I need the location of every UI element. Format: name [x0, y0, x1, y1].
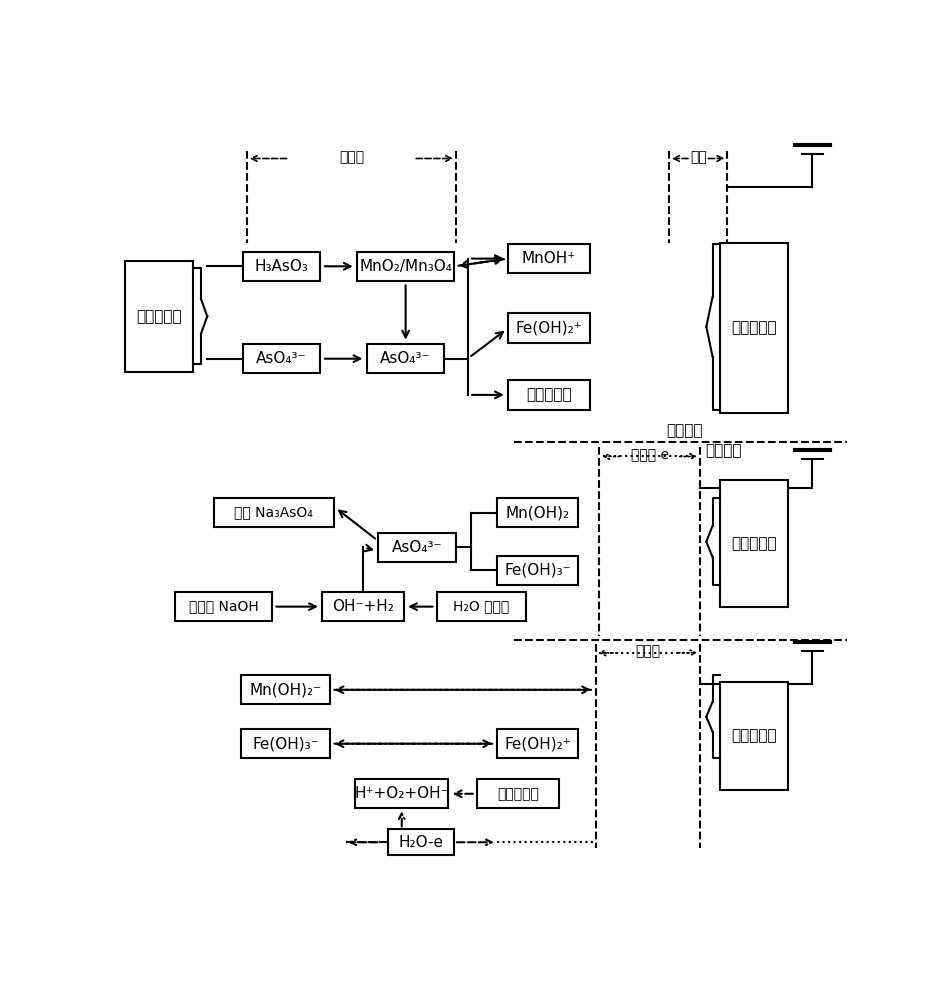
Text: H⁺+O₂+OH⁻: H⁺+O₂+OH⁻ [355, 786, 449, 801]
Text: 预充电: 预充电 [635, 644, 660, 658]
Text: Mn(OH)₂: Mn(OH)₂ [505, 505, 570, 520]
Text: 预氧化: 预氧化 [339, 150, 364, 164]
Text: H₂O-e: H₂O-e [398, 835, 443, 850]
Text: Mn(OH)₂⁻: Mn(OH)₂⁻ [249, 682, 321, 697]
FancyBboxPatch shape [243, 344, 320, 373]
Text: 碘纤维电极: 碘纤维电极 [731, 728, 777, 744]
Text: 电脱附 e: 电脱附 e [631, 448, 669, 462]
FancyBboxPatch shape [126, 261, 193, 372]
Text: 吸附阶段: 吸附阶段 [667, 424, 703, 439]
FancyBboxPatch shape [241, 675, 330, 704]
FancyBboxPatch shape [378, 533, 456, 562]
FancyBboxPatch shape [241, 729, 330, 758]
Text: 脱附阶段: 脱附阶段 [705, 443, 742, 458]
FancyBboxPatch shape [496, 556, 578, 585]
FancyBboxPatch shape [720, 480, 788, 607]
Text: AsO₄³⁻: AsO₄³⁻ [380, 351, 431, 366]
Text: 电脉冲氧化: 电脉冲氧化 [497, 787, 539, 801]
Text: 碘纤维电极: 碘纤维电极 [731, 320, 777, 335]
Text: H₂O 电解析: H₂O 电解析 [454, 600, 510, 614]
FancyBboxPatch shape [496, 498, 578, 527]
FancyBboxPatch shape [509, 380, 590, 410]
Text: Fe(OH)₃⁻: Fe(OH)₃⁻ [252, 736, 319, 751]
FancyBboxPatch shape [243, 252, 320, 281]
Text: MnOH⁺: MnOH⁺ [522, 251, 576, 266]
Text: AsO₄³⁻: AsO₄³⁻ [257, 351, 307, 366]
Text: 双电层束缚: 双电层束缚 [526, 387, 572, 402]
Text: AsO₄³⁻: AsO₄³⁻ [392, 540, 442, 555]
FancyBboxPatch shape [214, 498, 334, 527]
FancyBboxPatch shape [322, 592, 403, 621]
FancyBboxPatch shape [509, 313, 590, 343]
FancyBboxPatch shape [437, 592, 526, 621]
Text: OH⁻+H₂: OH⁻+H₂ [332, 599, 394, 614]
Text: Fe(OH)₂⁺: Fe(OH)₂⁺ [515, 320, 582, 335]
Text: 废液 Na₃AsO₄: 废液 Na₃AsO₄ [235, 506, 313, 520]
Text: 再生液 NaOH: 再生液 NaOH [188, 600, 259, 614]
Text: H₃AsO₃: H₃AsO₃ [255, 259, 308, 274]
Text: Fe(OH)₃⁻: Fe(OH)₃⁻ [504, 563, 571, 578]
FancyBboxPatch shape [356, 779, 448, 808]
FancyBboxPatch shape [509, 244, 590, 273]
Text: 含砷地下水: 含砷地下水 [136, 309, 182, 324]
Text: MnO₂/Mn₃O₄: MnO₂/Mn₃O₄ [359, 259, 452, 274]
FancyBboxPatch shape [358, 252, 454, 281]
Text: 电容: 电容 [689, 150, 707, 164]
FancyBboxPatch shape [720, 682, 788, 790]
FancyBboxPatch shape [388, 829, 454, 855]
FancyBboxPatch shape [496, 729, 578, 758]
FancyBboxPatch shape [175, 592, 272, 621]
Text: Fe(OH)₂⁺: Fe(OH)₂⁺ [504, 736, 571, 751]
FancyBboxPatch shape [367, 344, 444, 373]
FancyBboxPatch shape [477, 779, 558, 808]
FancyBboxPatch shape [720, 243, 788, 413]
Text: 碘纤维电极: 碘纤维电极 [731, 536, 777, 551]
